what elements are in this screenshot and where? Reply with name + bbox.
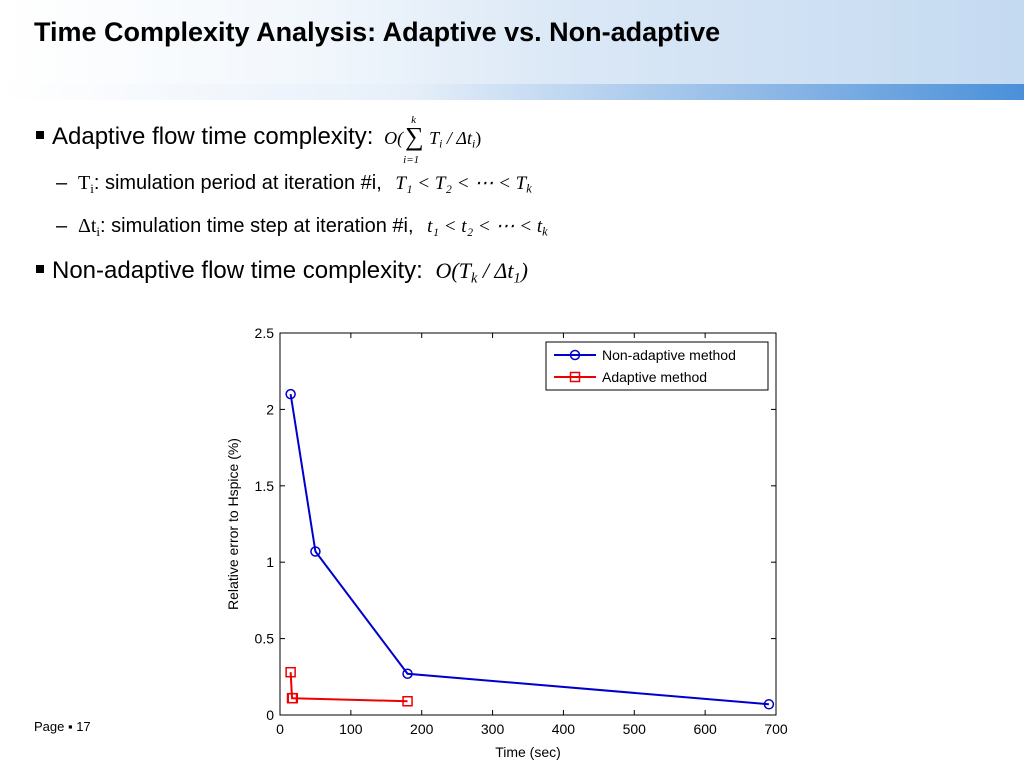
formula2-a: O(T [435,258,471,283]
sum-symbol: k ∑ i=1 [403,114,429,166]
x-tick-label: 200 [410,721,434,737]
dash-marker: – [56,172,68,194]
non-adaptive-complexity-formula: O(Tk / Δt1) [435,258,528,287]
sub1-formula-main: T₁ < T₂ < ⋯ < T [395,173,527,194]
sum-upper: k [411,114,417,126]
bullet-non-adaptive-text: Non-adaptive flow time complexity: [52,257,423,284]
sub-bullet-period: – Ti: simulation period at iteration #i, … [56,172,532,197]
dash-marker: – [56,215,68,237]
sum-lower: i=1 [403,154,420,166]
x-axis-label: Time (sec) [495,744,561,760]
sub-bullet-step: – Δti: simulation time step at iteration … [56,215,548,240]
y-tick-label: 0 [266,707,274,723]
formula2-close: ) [520,258,528,283]
y-tick-label: 2.5 [255,325,275,341]
series-line [289,672,408,703]
formula2-b: / Δt [477,258,514,283]
slide-title: Time Complexity Analysis: Adaptive vs. N… [34,17,721,47]
legend-marker [569,349,581,361]
formula-T: T [429,128,440,149]
plot-area [279,332,777,716]
x-tick-label: 700 [764,721,788,737]
data-point [402,668,413,679]
x-tick-label: 600 [693,721,717,737]
legend-label: Non-adaptive method [602,347,736,363]
legend-label: Adaptive method [602,369,707,385]
x-tick-label: 0 [276,721,284,737]
sub1-symbol: T [78,172,91,194]
formula-sub-i2: i [471,137,476,151]
header-band [0,84,1024,100]
sub2-formula-sub: k [542,224,548,239]
data-point [402,695,413,707]
legend: Non-adaptive method Adaptive method [545,341,769,391]
y-tick-label: 1.5 [255,478,275,494]
bullet-non-adaptive: Non-adaptive flow time complexity: O(Tk … [36,257,528,287]
y-tick-label: 1 [266,554,274,570]
legend-marker [569,371,581,383]
series-line [289,393,769,706]
sub1-formula-sub: k [526,181,532,196]
bullet-marker [36,264,44,273]
formula-close: ) [475,128,482,149]
bullet-marker [36,130,44,139]
y-axis-label: Relative error to Hspice (%) [225,438,241,610]
x-tick-label: 500 [623,721,647,737]
data-point [763,699,775,710]
data-point [310,546,321,557]
page-number: Page ▪ 17 [34,719,91,734]
sub2-symbol-sub: i [96,223,101,239]
data-point [287,692,299,704]
y-tick-label: 2 [266,401,274,417]
formula2-sub-1: 1 [513,270,521,287]
formula-O: O( [384,128,404,149]
sum-glyph: ∑ [405,122,424,151]
sub1-text: : simulation period at iteration #i, [93,172,382,194]
data-point [285,388,296,400]
y-tick-label: 0.5 [255,631,275,647]
x-tick-label: 100 [339,721,363,737]
legend-box [545,341,769,391]
header-background [0,0,1024,100]
sub2-formula-main: t₁ < t₂ < ⋯ < t [427,216,543,237]
x-tick-label: 400 [552,721,576,737]
data-point [285,666,296,678]
sub2-formula: t₁ < t₂ < ⋯ < tk [427,216,548,239]
sub1-symbol-sub: i [90,180,94,196]
sub2-text: : simulation time step at iteration #i, [100,215,414,237]
formula2-sub-k: k [470,270,478,287]
x-tick-label: 300 [481,721,505,737]
formula-sub-i: i [439,137,443,151]
sub2-symbol: Δt [78,215,97,237]
bullet-adaptive: Adaptive flow time complexity: O( k ∑ i=1 Ti… [36,114,482,166]
sub1-formula: T₁ < T₂ < ⋯ < Tk [395,173,532,196]
axis-ticks: 0 100 200 300 400 500 600 700 0 0.5 1 1.5 2 2.5 [255,325,788,737]
adaptive-complexity-formula: O( k ∑ i=1 Ti / Δti) [384,114,482,166]
bullet-adaptive-text: Adaptive flow time complexity: [52,123,374,151]
formula-div: / Δt [442,128,472,149]
series-layer [285,388,775,710]
